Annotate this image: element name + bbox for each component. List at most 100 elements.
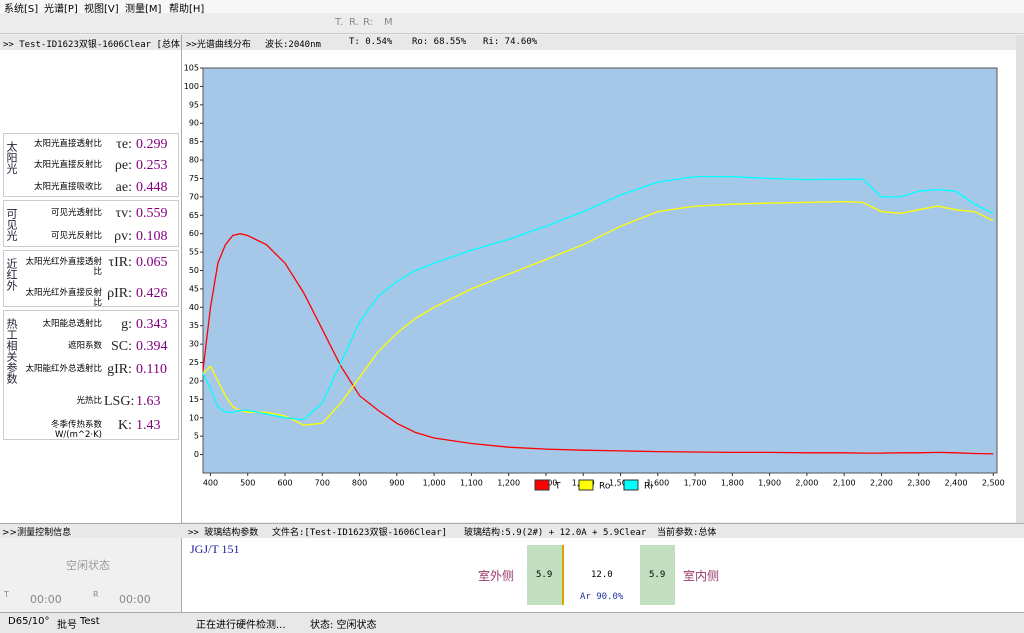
y-tick-label: 45 xyxy=(189,284,199,293)
x-tick-label: 400 xyxy=(203,479,218,488)
glass-header: >> 玻璃结构参数 xyxy=(188,528,259,538)
y-tick-label: 40 xyxy=(189,303,199,312)
param-symbol: gIR: xyxy=(107,362,132,377)
r-label: R xyxy=(93,590,99,599)
group-label: 可见光 xyxy=(5,208,18,241)
idle-state: 空闲状态 xyxy=(66,559,110,572)
x-tick-label: 2,000 xyxy=(795,479,818,488)
scrollbar[interactable] xyxy=(1016,35,1024,523)
chart: 0 5 10 15 20 25 30 35 40 45 50 55 60 65 70 75 80 85 90 95 10… xyxy=(184,64,1005,492)
outside-label: 室外侧 xyxy=(478,569,515,583)
bottom-header-bg xyxy=(0,523,1024,539)
control-panel xyxy=(0,538,182,612)
x-tick-label: 1,800 xyxy=(721,479,744,488)
toolbar xyxy=(0,13,1024,34)
illuminant: D65/10° xyxy=(8,616,50,627)
batch-label: 批号 xyxy=(57,620,77,631)
param-value: 0.299 xyxy=(136,137,168,152)
param-symbol: ρv: xyxy=(114,229,132,244)
param-name: 遮阳系数 xyxy=(67,341,102,351)
toolbar-label[interactable]: M xyxy=(384,17,393,28)
menu-item[interactable]: 帮助[H] xyxy=(169,4,205,15)
param-value: 0.110 xyxy=(136,362,167,377)
menu-item[interactable]: 视图[V] xyxy=(84,4,119,15)
outer-glass xyxy=(527,545,562,605)
toolbar-label[interactable]: R. xyxy=(349,17,359,28)
x-tick-label: 1,500 xyxy=(609,479,632,488)
x-tick-label: 800 xyxy=(352,479,367,488)
param-value: 0.065 xyxy=(136,255,168,270)
y-tick-label: 25 xyxy=(189,358,199,367)
param-symbol: τIR: xyxy=(108,255,132,270)
t-time: 00:00 xyxy=(30,593,62,606)
group-border xyxy=(3,200,179,247)
param-value: 0.394 xyxy=(136,339,168,354)
left-panel xyxy=(0,35,182,523)
x-tick-label: 2,300 xyxy=(907,479,930,488)
x-tick-label: 1,700 xyxy=(684,479,707,488)
menu-item[interactable]: 系统[S] xyxy=(4,4,39,15)
group-label: 太阳光 xyxy=(5,141,18,174)
param-name: 可见光透射比 xyxy=(50,208,102,218)
y-tick-label: 65 xyxy=(189,211,199,220)
x-tick-label: 2,100 xyxy=(833,479,856,488)
param-symbol: τv: xyxy=(115,206,132,221)
y-tick-label: 20 xyxy=(189,376,199,385)
series-line xyxy=(202,175,994,421)
group-border xyxy=(3,133,179,197)
control-header: >>测量控制信息 xyxy=(2,528,72,538)
menu-bar xyxy=(0,0,1024,13)
legend-swatch xyxy=(623,479,639,491)
param-name: 太阳光直接吸收比 xyxy=(33,182,102,192)
param-symbol: ρIR: xyxy=(107,286,132,301)
param-value: 0.108 xyxy=(136,229,168,244)
param-symbol: g: xyxy=(121,317,132,332)
param-symbol: ρe: xyxy=(114,158,132,173)
left-header-bg xyxy=(0,35,181,50)
y-tick-label: 50 xyxy=(189,266,199,275)
legend-swatch xyxy=(578,479,594,491)
legend-label: T xyxy=(554,482,561,492)
chart-header-text: 波长:2040nm xyxy=(265,40,321,50)
left-header: >> Test-ID1623双银-1606Clear [总体 xyxy=(3,40,180,50)
x-tick-label: 1,000 xyxy=(423,479,446,488)
chart-header-text: >>光谱曲线分布 xyxy=(186,40,251,50)
x-tick-label: 700 xyxy=(315,479,330,488)
param-symbol: K: xyxy=(118,418,132,433)
param-value: 0.253 xyxy=(136,158,168,173)
series-line xyxy=(202,200,994,426)
x-tick-label: 1,100 xyxy=(460,479,483,488)
inner-glass xyxy=(640,545,675,605)
y-tick-label: 85 xyxy=(189,137,199,146)
param-name: 可见光反射比 xyxy=(50,231,102,241)
glass-structure: 玻璃结构:5.9(2#) + 12.0A + 5.9Clear xyxy=(464,528,647,538)
batch: Test xyxy=(80,616,100,627)
param-name: 太阳能红外总透射比 xyxy=(25,364,102,374)
chart-header-text: Ro: 68.55% xyxy=(412,37,467,47)
param-name: 太阳光红外直接反射比 xyxy=(25,288,102,308)
param-value: 0.559 xyxy=(136,206,168,221)
menu-item[interactable]: 光谱[P] xyxy=(44,4,78,15)
state: 状态: 空闲状态 xyxy=(310,620,377,631)
group-label: 热工相关参数 xyxy=(5,318,18,384)
plot-area xyxy=(202,67,998,474)
y-tick-label: 80 xyxy=(189,156,199,165)
t-label: T xyxy=(4,590,9,599)
toolbar-label[interactable]: T. xyxy=(335,17,344,28)
param-value: 0.343 xyxy=(136,317,168,332)
group-border xyxy=(3,250,179,307)
hardware-status: 正在进行硬件检测... xyxy=(196,620,286,631)
y-tick-label: 15 xyxy=(189,395,199,404)
param-name: 太阳光直接透射比 xyxy=(33,139,102,149)
standard: JGJ/T 151 xyxy=(190,542,240,556)
inner-thickness: 5.9 xyxy=(649,570,666,580)
menu-item[interactable]: 测量[M] xyxy=(125,4,162,15)
coating xyxy=(562,545,564,605)
param-value: 0.426 xyxy=(136,286,168,301)
x-tick-label: 2,200 xyxy=(870,479,893,488)
y-tick-label: 105 xyxy=(184,64,199,73)
toolbar-label[interactable]: R: xyxy=(363,17,374,28)
param-value: 1.43 xyxy=(136,418,161,433)
y-tick-label: 100 xyxy=(184,82,199,91)
x-tick-label: 600 xyxy=(277,479,292,488)
